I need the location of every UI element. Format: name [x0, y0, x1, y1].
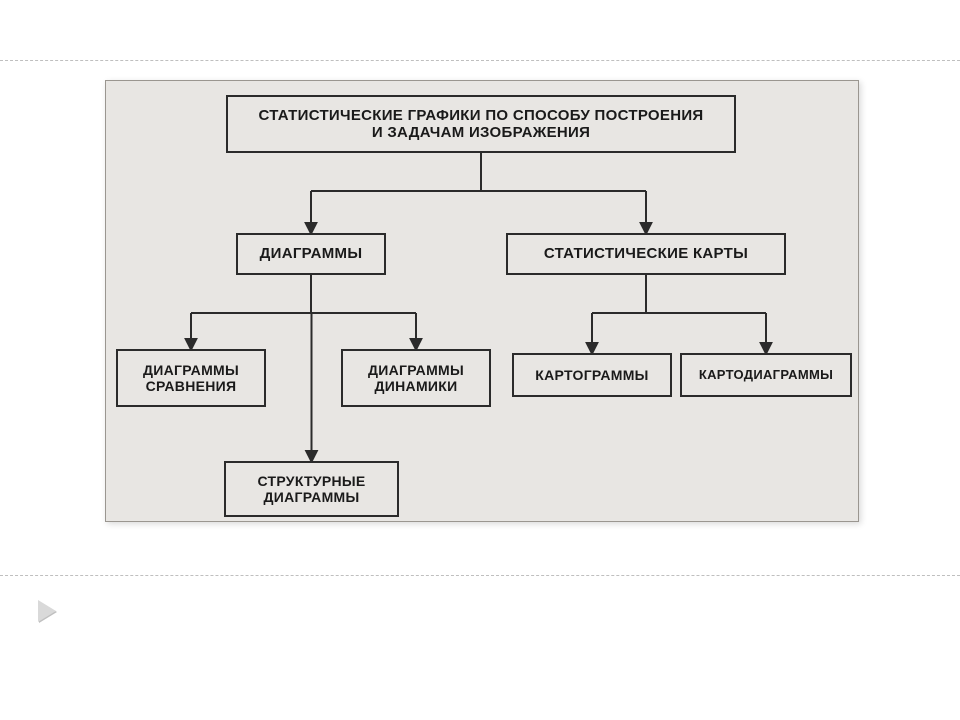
diagram-figure: СТАТИСТИЧЕСКИЕ ГРАФИКИ ПО СПОСОБУ ПОСТРО…	[105, 80, 859, 522]
node-diag: ДИАГРАММЫ	[236, 233, 386, 275]
node-root: СТАТИСТИЧЕСКИЕ ГРАФИКИ ПО СПОСОБУ ПОСТРО…	[226, 95, 736, 153]
diagram-canvas: СТАТИСТИЧЕСКИЕ ГРАФИКИ ПО СПОСОБУ ПОСТРО…	[106, 81, 858, 521]
node-maps: СТАТИСТИЧЕСКИЕ КАРТЫ	[506, 233, 786, 275]
play-arrow-icon	[38, 600, 56, 622]
node-struct: СТРУКТУРНЫЕ ДИАГРАММЫ	[224, 461, 399, 517]
node-carto: КАРТОГРАММЫ	[512, 353, 672, 397]
node-cartod: КАРТОДИАГРАММЫ	[680, 353, 852, 397]
slide: СТАТИСТИЧЕСКИЕ ГРАФИКИ ПО СПОСОБУ ПОСТРО…	[0, 0, 960, 720]
top-dashed-rule	[0, 60, 960, 61]
bottom-dashed-rule	[0, 575, 960, 576]
node-cmp: ДИАГРАММЫ СРАВНЕНИЯ	[116, 349, 266, 407]
node-dyn: ДИАГРАММЫ ДИНАМИКИ	[341, 349, 491, 407]
